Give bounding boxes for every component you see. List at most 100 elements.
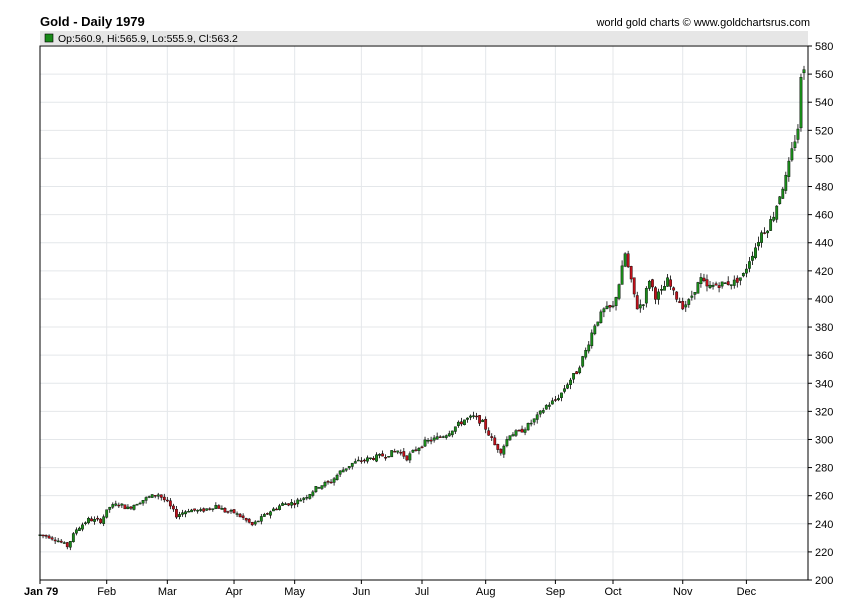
candle-body-up [569,379,572,385]
x-tick-label: Jun [352,586,370,598]
candle-body-down [669,279,673,287]
candle-body-up [557,398,560,401]
candle-body-up [787,160,791,177]
candle-body-up [350,462,354,467]
candle-body-down [123,504,127,510]
candle-body-down [362,459,366,462]
candle-body-up [596,321,600,326]
candle-body-down [326,481,330,483]
candle-body-up [614,297,618,307]
candle-body-down [490,436,494,438]
candle-body-down [90,518,93,522]
candle-body-up [647,280,651,289]
x-tick-label: Apr [225,586,242,598]
legend-swatch [44,33,54,43]
candle-body-up [56,540,60,543]
candle-body-down [99,518,103,524]
candle-body-up [617,284,621,299]
candle-body-up [723,282,727,285]
candle-body-down [50,537,54,540]
candle-body-down [162,496,166,501]
x-tick-label: Dec [737,586,757,598]
candle-body-down [275,508,278,511]
candle-body-down [238,513,242,518]
legend-bar [40,31,808,45]
candle-body-up [432,437,436,441]
candle-body-down [381,453,384,457]
candle-body-up [74,529,78,534]
candle-body-up [623,253,627,267]
candle-body-up [748,261,751,269]
candle-body-up [71,533,75,543]
candle-body-up [544,405,548,410]
candle-body-up [150,494,154,498]
candle-body-down [520,428,524,433]
y-tick-label: 380 [815,322,833,334]
candle-body-up [311,491,315,496]
candle-body-down [153,495,157,497]
candle-body-up [696,282,700,294]
candle-body-up [144,497,148,501]
candle-body-down [175,509,178,518]
y-tick-label: 560 [815,69,833,81]
candle-body-down [714,283,718,286]
candle-body-down [487,430,491,436]
candle-body-up [751,255,754,261]
y-tick-label: 420 [815,266,833,278]
candle-body-up [441,436,445,438]
candle-body-down [165,499,169,502]
candle-body-up [605,305,609,309]
candle-body-up [396,450,400,453]
candle-body-down [44,535,48,537]
candle-body-down [193,508,197,511]
candle-body-down [702,277,706,282]
candle-body-down [217,505,221,509]
candle-body-up [584,350,588,358]
candle-body-up [378,453,381,456]
candle-body-up [426,440,430,442]
x-tick-label: Nov [673,586,693,598]
grid-lines [39,45,808,581]
candle-body-up [687,299,691,305]
candle-body-up [114,503,118,506]
candle-body-up [78,527,81,531]
candle-body-down [393,450,397,453]
candle-body-down [651,279,654,288]
candle-body-up [784,174,788,191]
candle-body-down [460,421,463,425]
candle-body-down [478,415,482,424]
chart-credit: world gold charts © www.goldchartsrus.co… [595,17,810,29]
candle-body-up [793,141,797,149]
y-axis-ticks: 200 220 240 260 280 300 320 340 360 380 400 420 440 4… [808,41,833,587]
candle-body-up [147,496,151,498]
candle-body-down [65,542,69,548]
candle-body-up [338,470,342,475]
candle-body-down [329,481,333,484]
candlestick-series [38,65,806,551]
candle-body-up [560,392,563,398]
candle-body-down [499,448,503,454]
candle-body-up [644,288,648,304]
candle-body-up [590,332,594,347]
candle-body-down [359,460,363,462]
candle-body-up [366,457,369,462]
candle-body-up [593,325,597,335]
candle-body-up [729,284,733,286]
candle-body-down [129,506,133,509]
chart-title: Gold - Daily 1979 [40,14,145,29]
candle-body-up [199,509,203,511]
candle-body-up [108,506,112,510]
candle-body-up [93,518,96,522]
candle-body-down [244,518,248,521]
candle-body-down [717,285,721,289]
candle-body-down [726,281,730,286]
candle-body-up [341,469,345,473]
candle-body-up [741,273,745,277]
y-tick-label: 280 [815,463,833,475]
candle-body-up [693,292,697,295]
y-tick-label: 240 [815,519,833,531]
x-tick-label: Jul [415,586,429,598]
candle-body-up [547,404,551,407]
candle-body-down [763,232,766,234]
candle-body-up [514,430,518,436]
